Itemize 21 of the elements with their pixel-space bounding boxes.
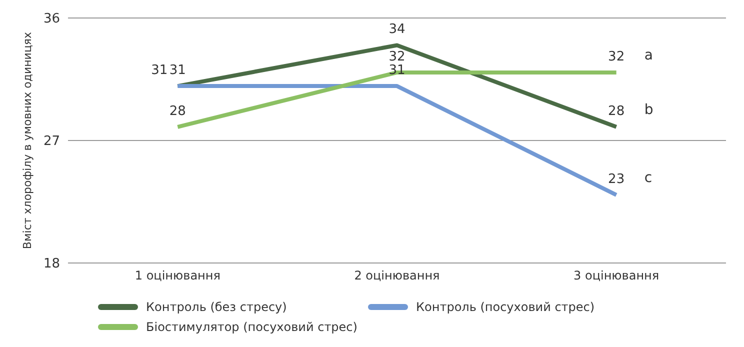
data-label: 32 bbox=[608, 49, 625, 64]
data-label: 31 bbox=[169, 63, 186, 78]
data-label: 34 bbox=[388, 22, 406, 38]
data-label: 23 bbox=[608, 172, 625, 187]
data-label: 31 bbox=[151, 63, 168, 78]
legend-label: Біостимулятор (посуховий стрес) bbox=[146, 320, 358, 334]
annotation: c bbox=[644, 170, 652, 186]
annotation: a bbox=[644, 47, 653, 64]
legend-label: Контроль (без стресу) bbox=[146, 300, 287, 314]
x-tick-label: 3 оцінювання bbox=[574, 268, 660, 283]
x-tick-label: 1 оцінювання bbox=[134, 268, 220, 283]
data-label: 28 bbox=[608, 104, 625, 119]
y-tick-label: 27 bbox=[43, 134, 60, 150]
x-tick-label: 2 оцінювання bbox=[354, 268, 440, 283]
annotation: b bbox=[644, 102, 654, 118]
legend-label: Контроль (посуховий стрес) bbox=[416, 300, 595, 314]
data-label: 32 bbox=[388, 49, 406, 64]
y-tick-label: 36 bbox=[43, 12, 60, 27]
y-tick-label: 18 bbox=[43, 256, 60, 272]
y-axis-title: Вміст хлорофілу в умовних одиницях bbox=[20, 31, 34, 250]
data-label: 28 bbox=[169, 104, 186, 119]
